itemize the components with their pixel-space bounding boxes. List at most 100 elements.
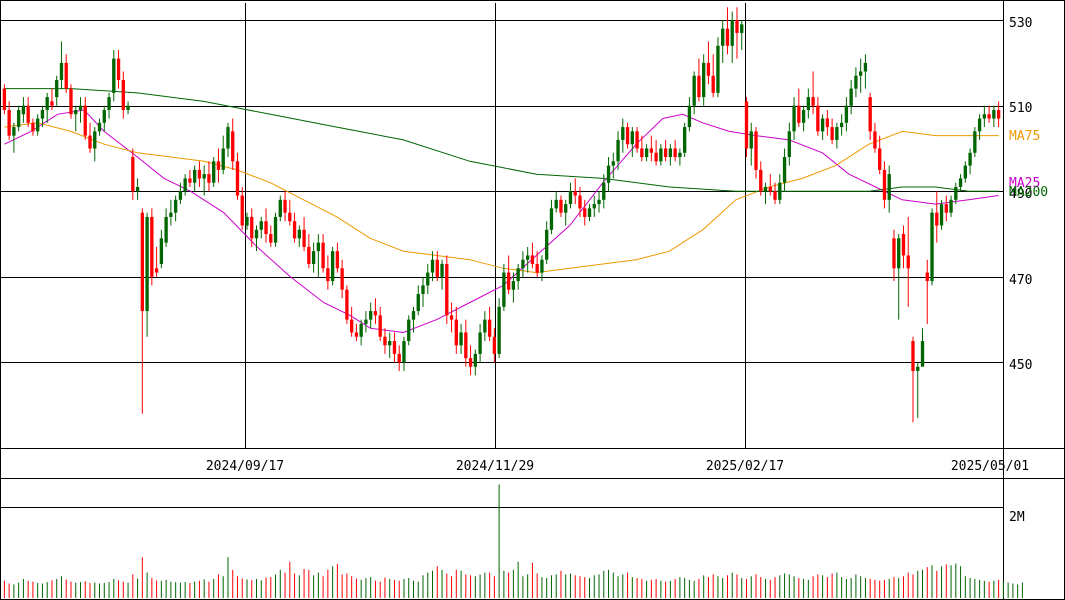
candle [26, 97, 30, 128]
candle [920, 328, 925, 367]
candle [93, 127, 97, 162]
candle-body [716, 45, 720, 93]
candle [426, 264, 430, 294]
candle [74, 105, 78, 132]
candle-body [497, 306, 501, 354]
candle-body [516, 268, 520, 282]
candle-body [411, 311, 416, 320]
candle [801, 105, 806, 132]
candle [107, 92, 111, 119]
candle [21, 97, 26, 123]
candle [721, 20, 725, 63]
candle [735, 7, 739, 59]
candle [483, 311, 487, 342]
candle [892, 229, 896, 282]
candle [449, 302, 454, 333]
candle-body [288, 212, 292, 222]
candle [939, 199, 944, 230]
candle [50, 88, 54, 110]
candle [392, 332, 397, 363]
candle-body [801, 109, 806, 123]
candle-body [121, 80, 125, 110]
candle-body [773, 191, 777, 200]
candle [930, 208, 934, 286]
candle-body [882, 169, 887, 200]
candle-body [378, 315, 382, 337]
candle [868, 92, 872, 140]
candle [549, 199, 554, 235]
candle-body [192, 169, 197, 183]
candle [330, 246, 335, 286]
candle [535, 251, 539, 277]
candle-body [112, 58, 116, 93]
candle [197, 161, 202, 187]
candle-body [231, 131, 235, 162]
candle-body [692, 75, 696, 106]
candle-body [183, 178, 187, 192]
candle [240, 186, 244, 230]
candle [911, 336, 915, 423]
candle [492, 328, 497, 363]
candle-body [649, 148, 654, 153]
candle [849, 80, 853, 115]
candle-body [487, 319, 492, 337]
candle-body [245, 216, 249, 226]
candle [835, 122, 839, 149]
candle-body [644, 148, 649, 158]
candle [12, 122, 16, 153]
candle-body [212, 161, 216, 183]
candle-body [454, 319, 458, 346]
candle [235, 152, 240, 200]
candle-body [154, 268, 159, 273]
candle-body [939, 204, 944, 226]
candle [340, 259, 344, 299]
candle-body [307, 246, 311, 265]
candle [711, 54, 715, 98]
date-label-4: 2025/05/01 [951, 459, 1029, 474]
candle [178, 182, 183, 205]
candle-body [478, 332, 482, 354]
candle-body [668, 148, 673, 158]
candle-body [530, 255, 535, 265]
candle [388, 332, 392, 359]
candle [949, 195, 953, 217]
candle-body [207, 174, 211, 183]
candle-body [483, 319, 487, 333]
moving-average-lines [4, 88, 999, 334]
candle-body [40, 109, 45, 119]
candle [78, 97, 83, 123]
candle-body [464, 332, 468, 359]
candle-body [107, 97, 111, 110]
candle [411, 306, 416, 333]
candle [435, 251, 439, 282]
candle [192, 165, 197, 192]
candle [473, 349, 478, 376]
candle [863, 54, 868, 89]
candle [131, 148, 135, 200]
candle-body [216, 161, 221, 170]
candle-body [806, 97, 811, 110]
candle-body [958, 178, 963, 187]
candle [397, 345, 401, 371]
candle-body [597, 199, 601, 205]
candle-body [435, 259, 439, 277]
candle [359, 319, 363, 346]
candle [16, 105, 21, 132]
candle [421, 276, 425, 307]
candle [511, 272, 516, 303]
candle [792, 97, 796, 140]
candle-body [549, 208, 554, 230]
candle [630, 127, 634, 158]
candle [169, 199, 173, 226]
candle [45, 92, 49, 123]
candle-body [682, 127, 687, 153]
candle-body [316, 242, 321, 252]
candle-body [430, 259, 435, 273]
candle [126, 101, 130, 115]
candle [416, 285, 420, 316]
candle-body [920, 341, 925, 367]
candle-body [45, 97, 49, 110]
candle-body [459, 332, 463, 346]
candle-body [735, 20, 739, 33]
candle [245, 212, 249, 230]
